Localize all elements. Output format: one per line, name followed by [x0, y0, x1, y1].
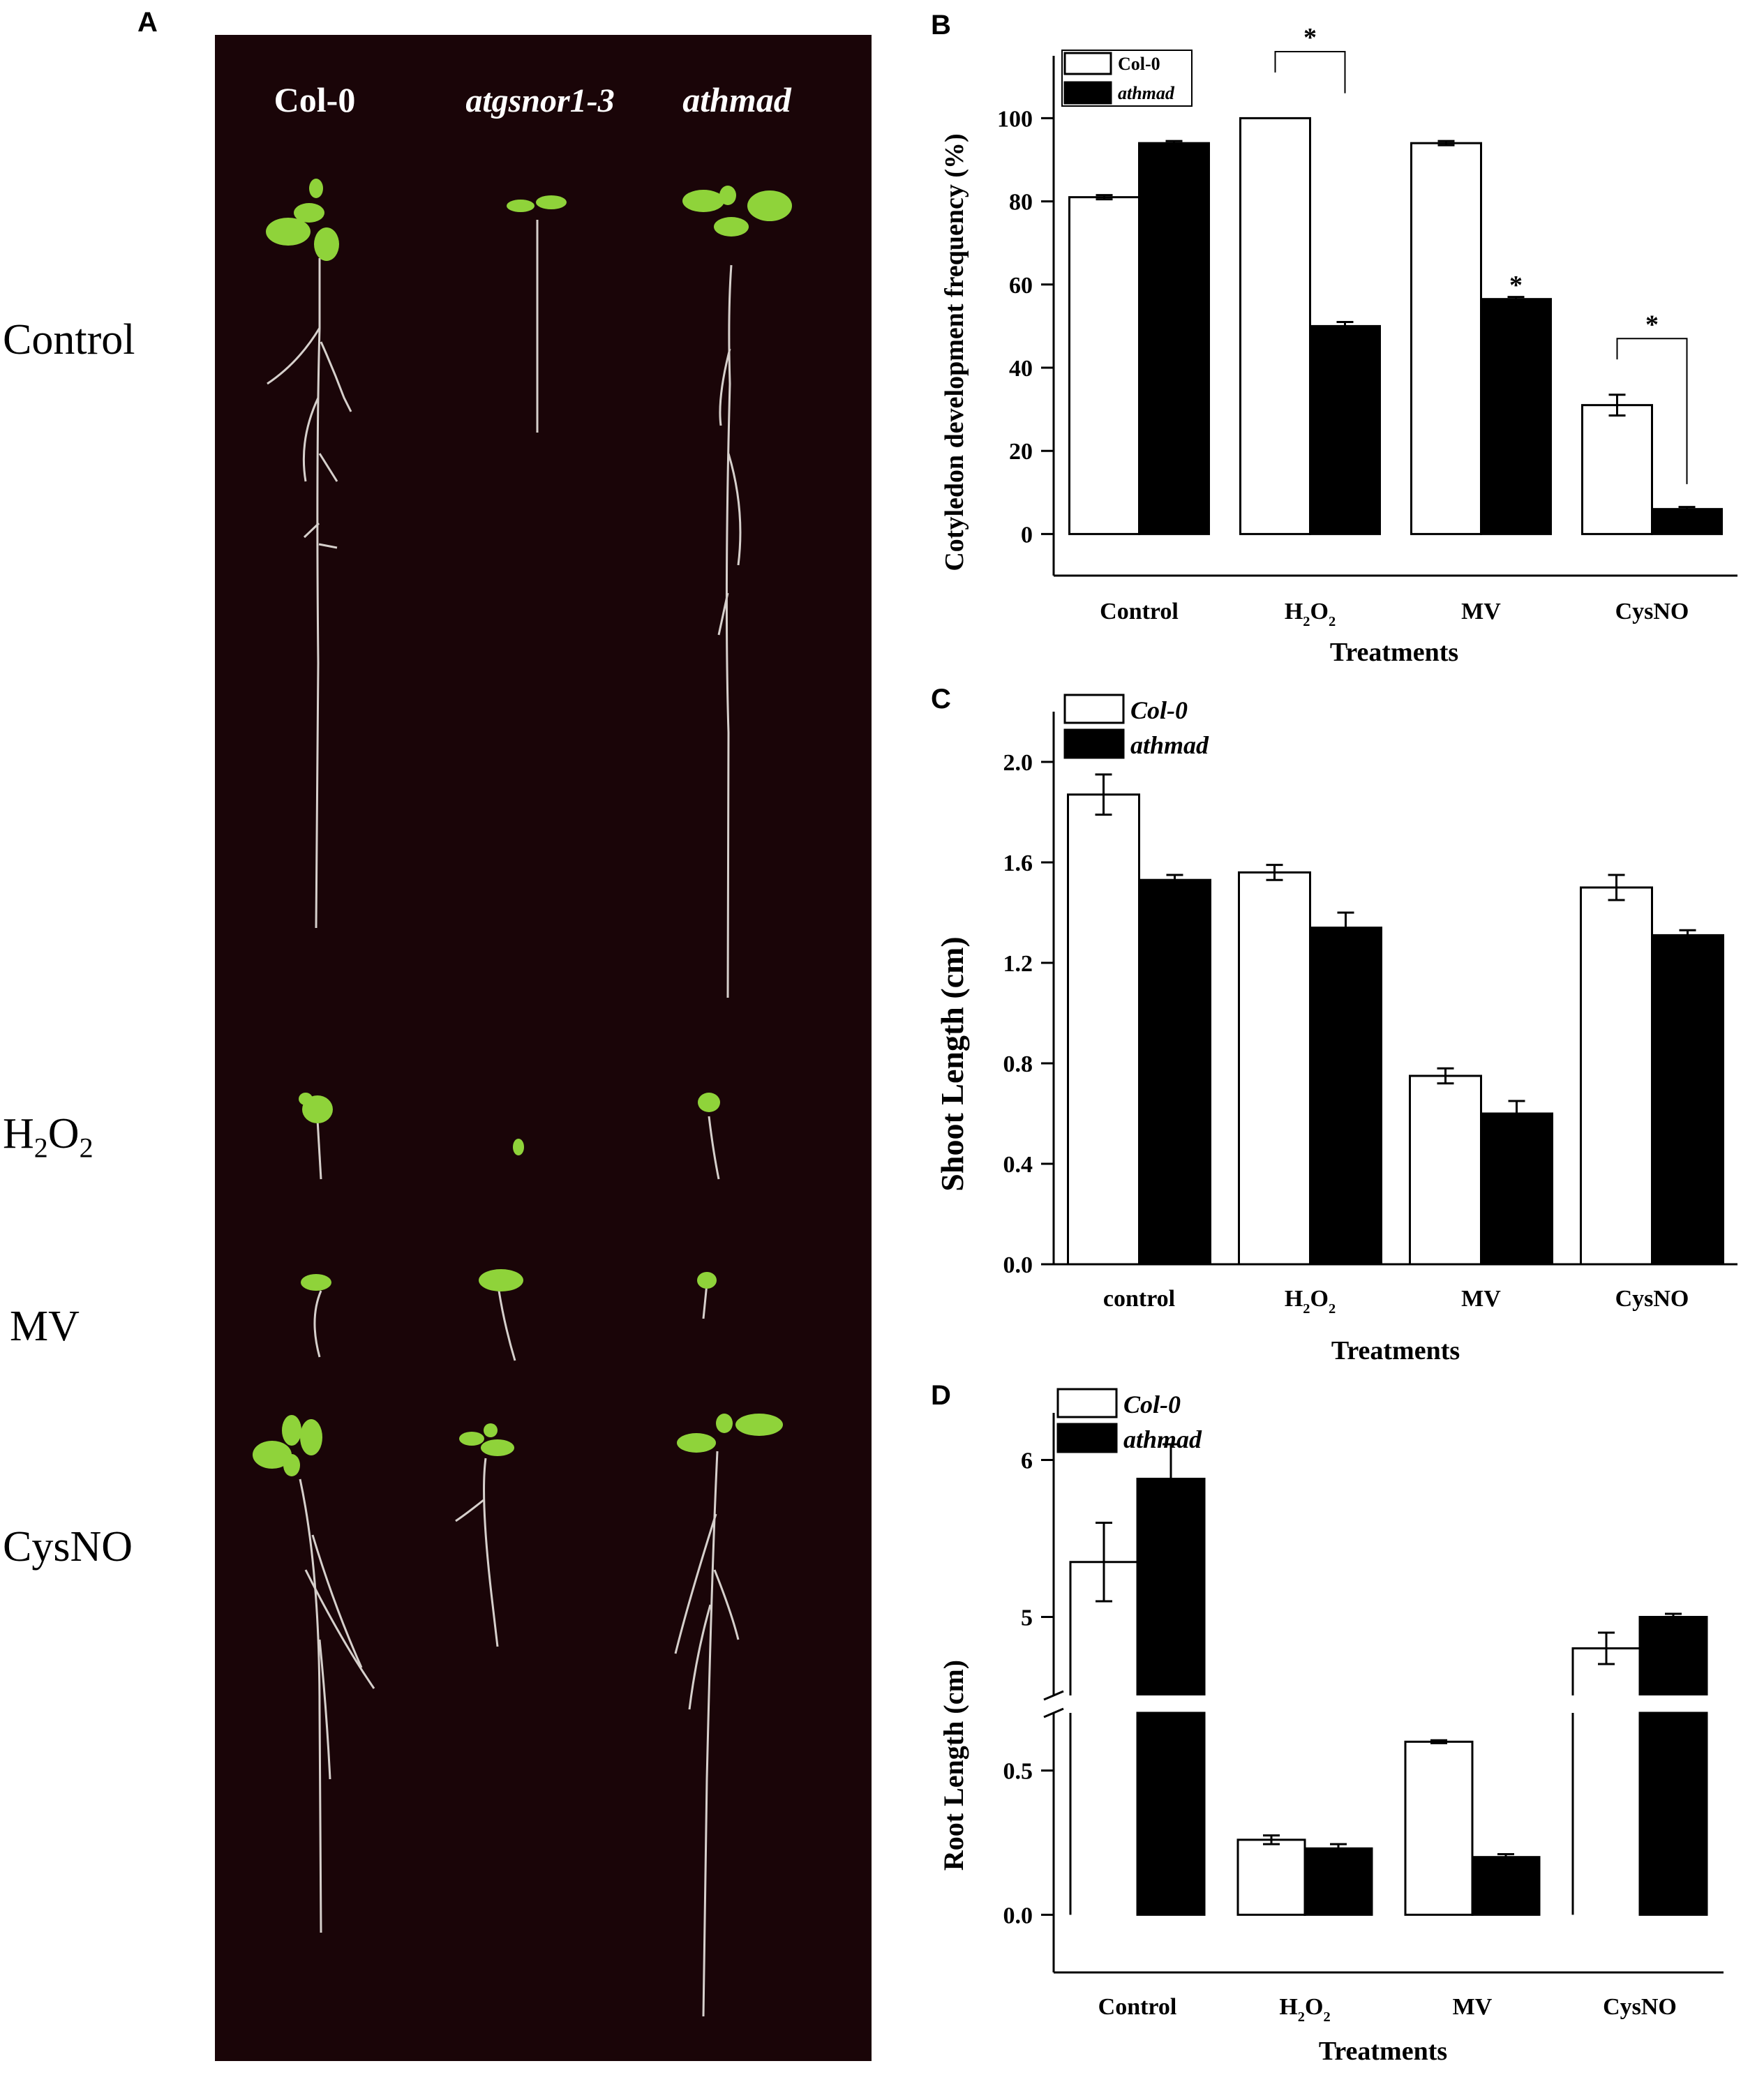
- chart-b-category-1: H2O2: [1285, 599, 1336, 629]
- chart-c-bar-1-1: [1309, 927, 1382, 1266]
- chart-d-upper-tick-label-0: 5: [1021, 1605, 1033, 1631]
- chart-c-ytick-label-0: 0.0: [1003, 1252, 1033, 1278]
- chart-c-xlabel: Treatments: [1331, 1336, 1460, 1365]
- chart-c-bar-1-0: [1138, 878, 1211, 1266]
- seedling-roots: [267, 220, 742, 2017]
- chart-c-bar-1-3: [1651, 934, 1724, 1266]
- chart-d-bar-lower-1-0: [1136, 1711, 1206, 1916]
- chart-b-ylabel: Cotyledon development frequency (%): [940, 133, 969, 571]
- chart-d-break-mark-lower: [1043, 1707, 1064, 1718]
- chart-b-bar-0-1: [1239, 117, 1311, 535]
- legend-swatch-1: [1063, 728, 1125, 759]
- legend-label-1: athmad: [1123, 1425, 1202, 1453]
- chart-d-bar-upper-1-0: [1137, 1478, 1204, 1695]
- chart-d-bar-upper-1-3: [1640, 1617, 1707, 1695]
- chart-b-bar-1-3: [1651, 508, 1723, 535]
- chart-b-ytick-label-2: 40: [1009, 356, 1033, 382]
- chart-c-ytick-label-4: 1.6: [1003, 851, 1033, 876]
- chart-c-ylabel: Shoot Length (cm): [934, 936, 970, 1191]
- chart-d-bar-0-1: [1236, 1838, 1306, 1916]
- chart-d-category-3: CysNO: [1603, 1994, 1677, 2020]
- legend-label-0: Col-0: [1130, 696, 1188, 724]
- legend-swatch-0: [1063, 694, 1125, 724]
- chart-d-category-2: MV: [1453, 1994, 1493, 2020]
- chart-d-lower-tick-label-1: 0.5: [1003, 1759, 1033, 1785]
- chart-d-bar-lower-0-0: [1070, 1713, 1137, 1915]
- chart-b-significance-2: *: [1509, 271, 1523, 300]
- chart-b-bar-0-0: [1068, 196, 1140, 535]
- seedling-illustration: Col-0 atgsnor1-3 athmad: [253, 80, 792, 2017]
- chart-c-category-1: H2O2: [1285, 1286, 1336, 1317]
- chart-c-category-0: control: [1103, 1286, 1175, 1312]
- legend-label-0: Col-0: [1123, 1391, 1181, 1418]
- chart-c-shoot-length: Shoot Length (cm) Treatments 0.0 0.4 0.8 1.…: [934, 694, 1737, 1365]
- panel-label-b: B: [931, 10, 951, 40]
- chart-b-category-3: CysNO: [1615, 599, 1689, 624]
- row-label-h2o2: H2O2: [3, 1110, 94, 1164]
- chart-d-category-1: H2O2: [1279, 1994, 1330, 2025]
- chart-d-lower-tick-label-0: 0.0: [1003, 1903, 1033, 1928]
- chart-d-bar-lower-0-3: [1573, 1713, 1640, 1915]
- chart-b-bracket-3: [1616, 338, 1688, 484]
- chart-b-ytick-label-4: 80: [1009, 190, 1033, 216]
- chart-c-ytick-label-2: 0.8: [1003, 1051, 1033, 1077]
- chart-b-category-0: Control: [1100, 599, 1179, 624]
- legend-label-1: athmad: [1130, 731, 1209, 759]
- chart-b-category-2: MV: [1461, 599, 1501, 624]
- chart-d-bar-0-2: [1404, 1740, 1474, 1916]
- chart-c-bar-1-2: [1480, 1112, 1553, 1266]
- chart-d-xlabel: Treatments: [1319, 2037, 1447, 2066]
- chart-d-ylabel: Root Length (cm): [938, 1660, 969, 1871]
- chart-c-bar-0-1: [1238, 871, 1311, 1266]
- chart-d-bar-lower-edge-1-0: [1136, 1713, 1206, 1915]
- chart-c-bar-0-0: [1067, 793, 1140, 1266]
- chart-d-bar-lower-1-3: [1638, 1711, 1708, 1916]
- chart-d-category-0: Control: [1098, 1994, 1177, 2020]
- legend-label-1: athmad: [1118, 83, 1175, 103]
- chart-c-ytick-label-1: 0.4: [1003, 1152, 1033, 1178]
- row-label-control: Control: [3, 316, 135, 364]
- row-label-mv: MV: [10, 1303, 80, 1350]
- legend-swatch-1: [1056, 1423, 1118, 1453]
- genotype-label-atgsnor: atgsnor1-3: [465, 82, 614, 119]
- chart-d-root-length: Root Length (cm) Treatments 5 6 0.0 0.5 Cont…: [938, 1388, 1724, 2066]
- chart-d-bar-lower-edge-1-3: [1638, 1713, 1708, 1915]
- chart-c-category-2: MV: [1461, 1286, 1501, 1312]
- legend-swatch-1: [1063, 81, 1112, 105]
- row-label-cysno: CysNO: [3, 1523, 133, 1571]
- chart-d-bar-1-2: [1471, 1856, 1541, 1916]
- genotype-label-col0: Col-0: [274, 80, 356, 119]
- legend-label-0: Col-0: [1118, 54, 1160, 74]
- panel-label-a: A: [137, 7, 158, 38]
- genotype-label-athmad: athmad: [682, 80, 792, 119]
- chart-b-bracket-1: [1274, 51, 1346, 93]
- chart-b-significance-3: *: [1645, 310, 1659, 339]
- chart-b-bar-1-0: [1138, 142, 1210, 535]
- panel-label-d: D: [931, 1380, 951, 1411]
- chart-c-bar-0-2: [1409, 1074, 1482, 1266]
- chart-b-ytick-label-0: 0: [1021, 522, 1033, 548]
- legend-swatch-0: [1063, 52, 1112, 75]
- chart-d-bar-1-1: [1303, 1847, 1373, 1916]
- chart-b-cotyledon-frequency: Cotyledon development frequency (%) Trea…: [940, 23, 1737, 667]
- chart-c-category-3: CysNO: [1615, 1286, 1689, 1312]
- chart-b-ytick-label-1: 20: [1009, 439, 1033, 465]
- panel-label-c: C: [931, 684, 951, 714]
- chart-b-bar-0-3: [1581, 404, 1653, 535]
- chart-b-bar-1-2: [1480, 298, 1552, 535]
- seedling-leaves: [253, 179, 792, 1476]
- chart-c-ytick-label-3: 1.2: [1003, 951, 1033, 977]
- chart-b-bar-1-1: [1309, 324, 1381, 535]
- chart-b-bar-0-2: [1410, 142, 1482, 535]
- chart-c-ytick-label-5: 2.0: [1003, 750, 1033, 776]
- chart-d-upper-tick-label-1: 6: [1021, 1448, 1033, 1474]
- chart-b-significance-1: *: [1303, 23, 1317, 52]
- chart-b-ytick-label-3: 60: [1009, 273, 1033, 299]
- chart-d-break-mark-upper: [1043, 1690, 1064, 1701]
- chart-c-bar-0-3: [1580, 886, 1653, 1266]
- chart-b-xlabel: Treatments: [1330, 638, 1458, 667]
- seedling-photo: Col-0 atgsnor1-3 athmad: [215, 35, 872, 2061]
- legend-swatch-0: [1056, 1388, 1118, 1418]
- chart-b-ytick-label-5: 100: [997, 106, 1033, 132]
